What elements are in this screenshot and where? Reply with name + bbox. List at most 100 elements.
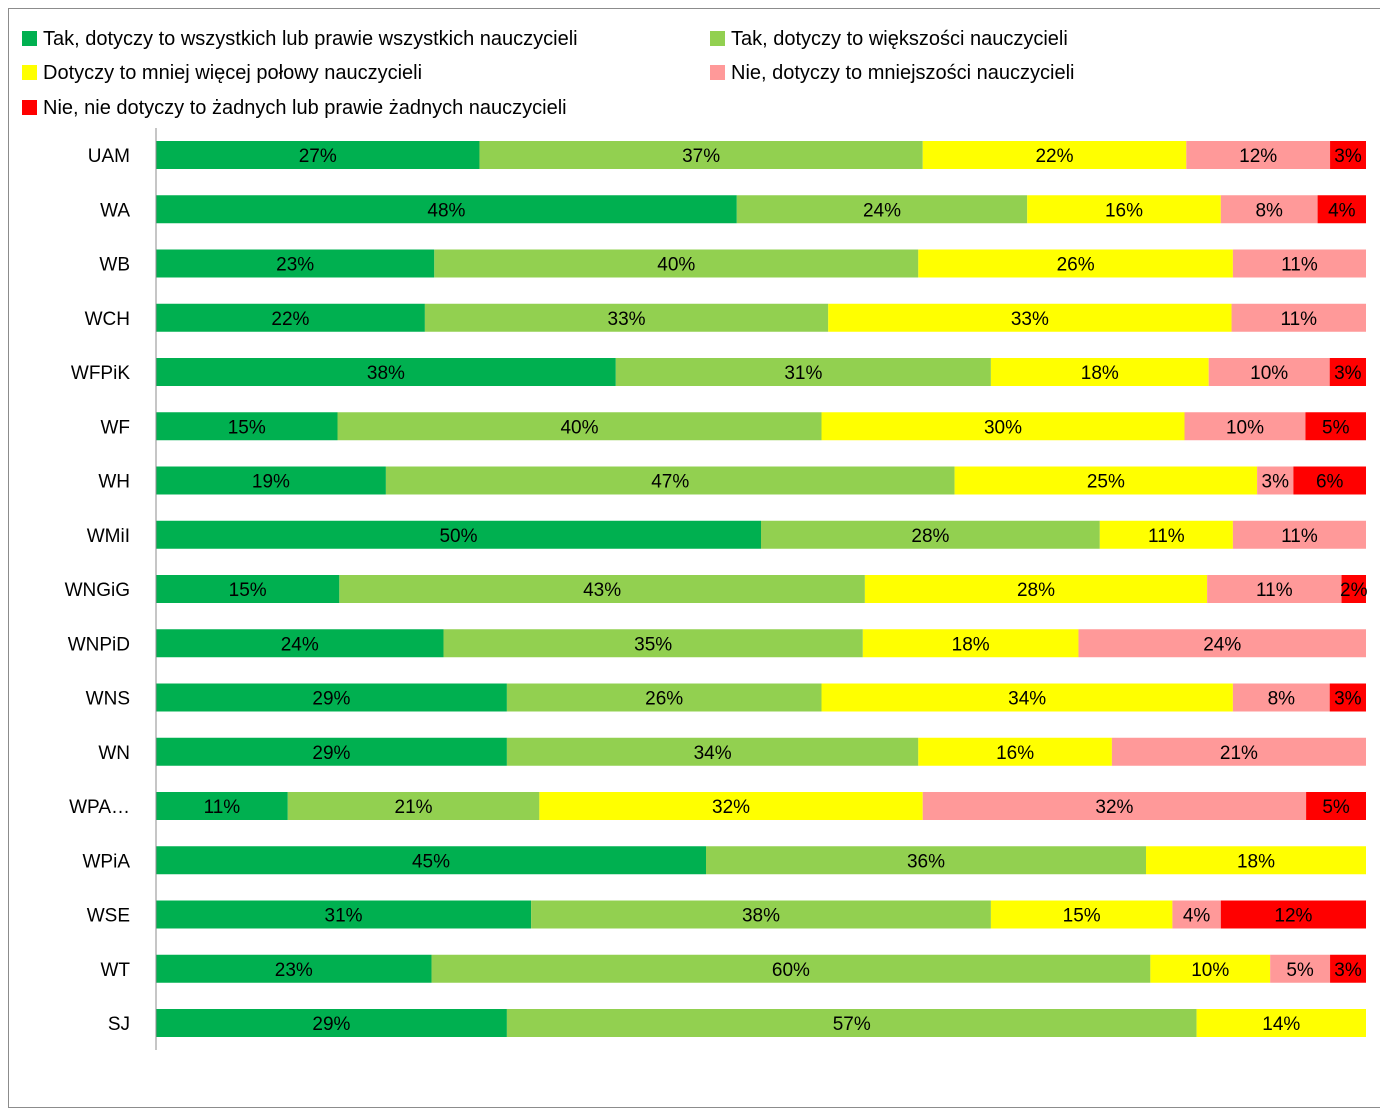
bar-segment (506, 683, 822, 712)
category-label: WCH (85, 309, 130, 330)
bar-value-label: 4% (1328, 200, 1356, 221)
bar-value-label: 3% (1334, 146, 1362, 167)
legend-label: Nie, dotyczy to mniejszości nauczycieli (731, 62, 1074, 84)
bar-segment (821, 683, 1233, 712)
bar-value-label: 3% (1334, 960, 1362, 981)
bar-segment (156, 1009, 507, 1037)
bar-value-label: 18% (1081, 363, 1119, 384)
bar-segment (1329, 683, 1366, 712)
bar-segment (434, 249, 919, 278)
bar-value-label: 22% (1035, 146, 1073, 167)
bar-segment (539, 792, 923, 820)
bar-row: 29% 26% 34% 8% 3% (156, 683, 1366, 712)
category-label: WFPiK (71, 363, 130, 384)
bar-value-label: 45% (412, 851, 450, 872)
bar-value-label: 29% (312, 1014, 350, 1035)
bar-segment (1172, 900, 1221, 929)
bar-segment (337, 412, 822, 441)
bar-segment (156, 520, 761, 549)
bar-value-label: 50% (439, 526, 477, 547)
bar-segment (531, 900, 991, 929)
legend-item: Tak, dotyczy to wszystkich lub prawie ws… (22, 28, 578, 50)
bar-row: 23% 40% 26% 11% (156, 249, 1366, 278)
bar-value-label: 10% (1250, 363, 1288, 384)
bar-segment (156, 954, 432, 983)
bar-value-label: 15% (229, 580, 267, 601)
bar-value-label: 18% (952, 634, 990, 655)
bar-segment (615, 358, 991, 386)
bar-segment (1208, 358, 1330, 386)
legend-swatch (22, 100, 37, 115)
bar-row: 11% 21% 32% 32% 5% (156, 792, 1366, 820)
bar-value-label: 11% (1281, 526, 1318, 547)
bar-row: 19% 47% 25% 3% 6% (156, 466, 1366, 495)
category-label: WPA… (69, 797, 130, 818)
bar-value-label: 15% (1063, 906, 1101, 927)
bar-segment (922, 792, 1307, 820)
bar-value-label: 5% (1286, 960, 1314, 981)
bar-row: 27% 37% 22% 12% 3% (156, 141, 1366, 169)
bar-value-label: 26% (1057, 255, 1095, 276)
bar-row: 29% 34% 16% 21% (156, 737, 1366, 766)
bar-segment (862, 629, 1079, 658)
category-label: WT (100, 960, 130, 981)
legend-swatch (22, 31, 37, 46)
bar-segment (1317, 195, 1366, 224)
bar-value-label: 11% (1280, 309, 1317, 330)
bar-row: 23% 60% 10% 5% 3% (156, 954, 1366, 983)
bar-value-label: 4% (1183, 906, 1211, 927)
bar-segment (1111, 737, 1366, 766)
bar-value-label: 24% (863, 200, 901, 221)
bar-segment (864, 575, 1208, 603)
bar-segment (339, 575, 865, 603)
bar-value-label: 32% (712, 797, 750, 818)
bar-segment (1186, 141, 1331, 169)
category-axis: UAM WA WB WCH WFPiK WF WH WMiI WNGiG WNPiD WNS WN WP… (65, 146, 131, 1035)
legend-label: Tak, dotyczy to wszystkich lub prawie ws… (43, 28, 578, 50)
bar-value-label: 22% (271, 309, 309, 330)
bar-segment (1231, 303, 1366, 332)
bar-value-label: 31% (325, 906, 363, 927)
bar-row: 15% 43% 28% 11% 2% (156, 575, 1368, 603)
bar-segment (918, 249, 1233, 278)
legend-label: Dotyczy to mniej więcej połowy nauczycie… (43, 62, 422, 84)
bar-segment (1220, 900, 1366, 929)
bar-row: 15% 40% 30% 10% 5% (156, 412, 1366, 441)
bar-value-label: 34% (694, 743, 732, 764)
bar-segment (821, 412, 1185, 441)
legend-item: Nie, dotyczy to mniejszości nauczycieli (710, 62, 1074, 84)
bar-value-label: 10% (1191, 960, 1229, 981)
bar-segment (1293, 466, 1366, 495)
bar-segment (761, 520, 1100, 549)
bar-segment (156, 737, 507, 766)
bar-segment (156, 141, 480, 169)
category-label: WF (100, 417, 130, 438)
bar-segment (156, 466, 386, 495)
legend-label: Tak, dotyczy to większości nauczycieli (731, 28, 1068, 50)
legend-item: Tak, dotyczy to większości nauczycieli (710, 28, 1068, 50)
bar-segment (443, 629, 863, 658)
bar-value-label: 38% (742, 906, 780, 927)
bar-value-label: 5% (1322, 417, 1350, 438)
bar-segment (736, 195, 1028, 224)
bar-segment (828, 303, 1232, 332)
bar-value-label: 48% (427, 200, 465, 221)
legend: Tak, dotyczy to wszystkich lub prawie ws… (22, 28, 1074, 119)
bar-row: 38% 31% 18% 10% 3% (156, 358, 1366, 386)
bar-value-label: 16% (996, 743, 1034, 764)
bar-value-label: 34% (1008, 689, 1046, 710)
bar-segment (706, 846, 1146, 875)
bar-value-label: 30% (984, 417, 1022, 438)
bar-value-label: 24% (281, 634, 319, 655)
bar-segment (1329, 358, 1366, 386)
bar-value-label: 27% (299, 146, 337, 167)
bar-value-label: 31% (784, 363, 822, 384)
bar-segment (990, 358, 1209, 386)
bar-segment (506, 737, 919, 766)
bar-value-label: 3% (1262, 472, 1290, 493)
legend-label: Nie, nie dotyczy to żadnych lub prawie ż… (43, 97, 567, 119)
bar-value-label: 5% (1322, 797, 1350, 818)
bar-row: 31% 38% 15% 4% 12% (156, 900, 1366, 929)
bar-segment (479, 141, 923, 169)
bar-segment (1150, 954, 1271, 983)
